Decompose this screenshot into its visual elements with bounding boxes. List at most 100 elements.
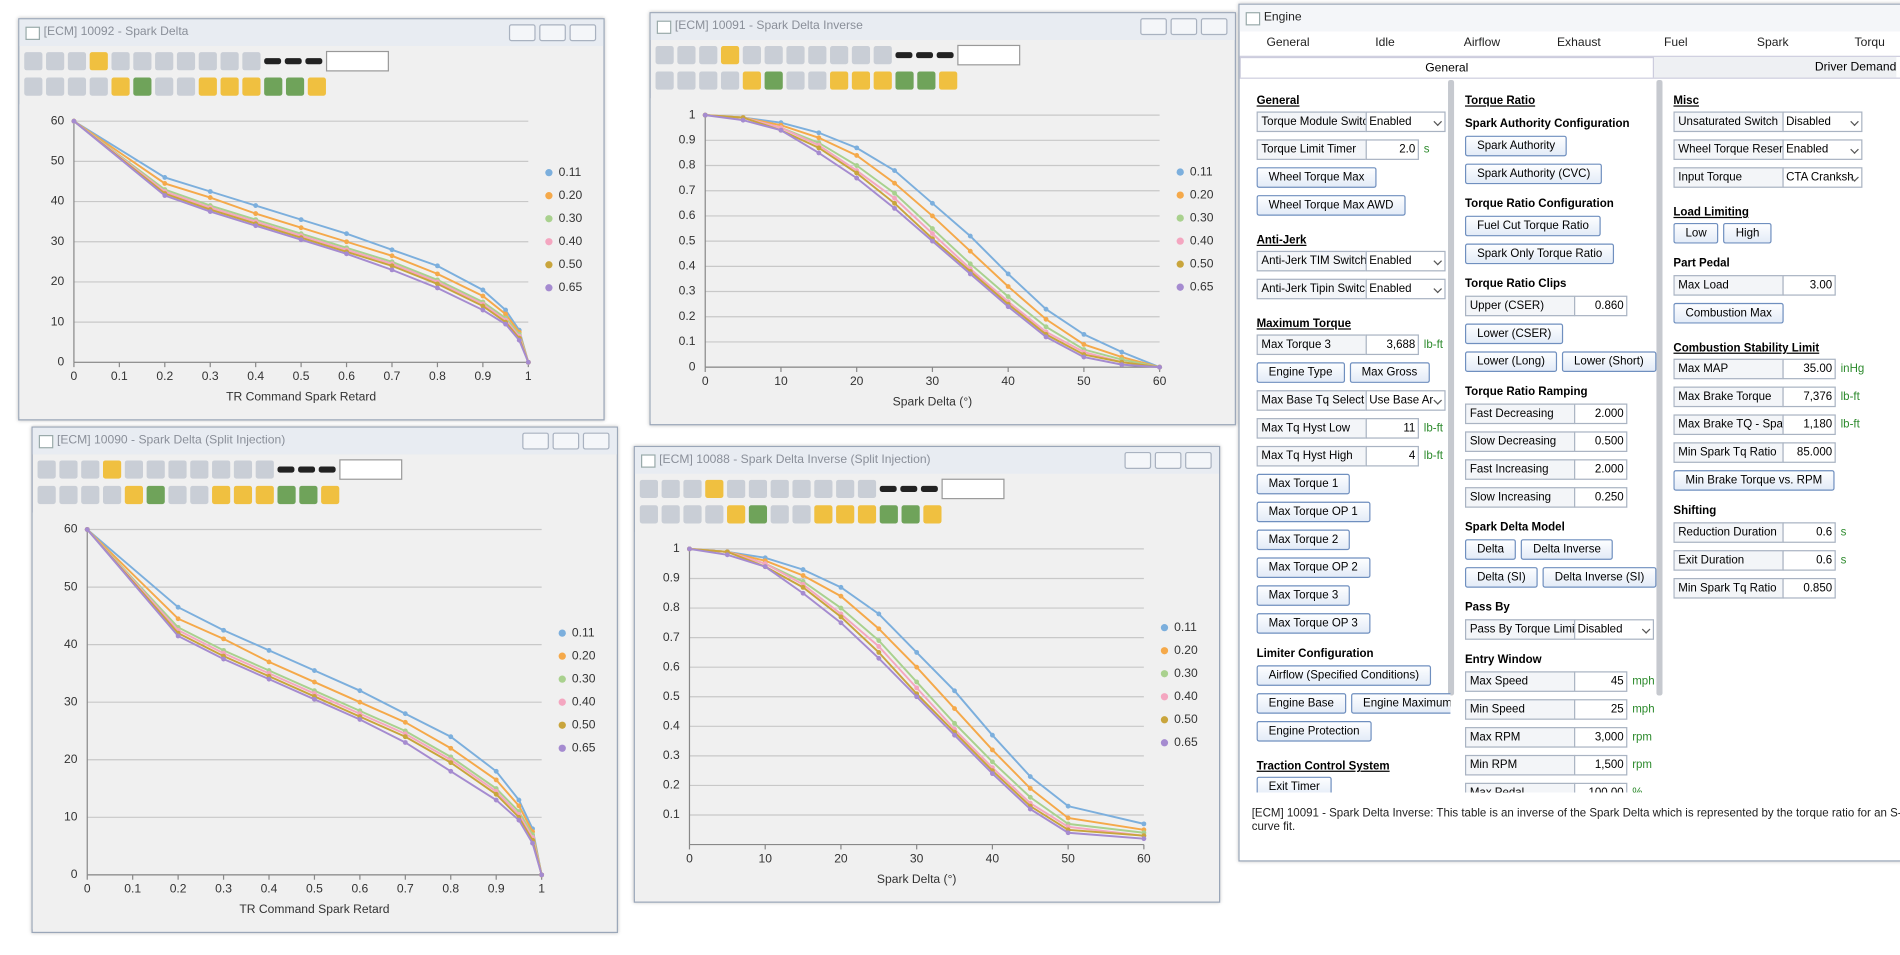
window-button[interactable] <box>1124 451 1152 469</box>
window-button[interactable] <box>569 24 597 42</box>
button[interactable]: Max Torque 3 <box>1256 585 1351 606</box>
window-button[interactable] <box>508 24 536 42</box>
value-field[interactable]: 0.6 <box>1782 522 1836 543</box>
value-field[interactable]: 2.0 <box>1365 139 1419 160</box>
data-point <box>298 237 304 243</box>
button[interactable]: Spark Only Torque Ratio <box>1464 243 1615 265</box>
value-field[interactable]: 2.000 <box>1574 459 1628 480</box>
button[interactable]: Engine Protection <box>1256 720 1372 742</box>
button[interactable]: Lower (Short) <box>1561 351 1656 373</box>
window-button[interactable] <box>539 24 566 42</box>
window-button[interactable] <box>552 432 580 450</box>
window-button[interactable] <box>1185 451 1212 469</box>
data-point <box>402 711 408 717</box>
dropdown[interactable]: Use Base Ar <box>1365 390 1446 411</box>
button[interactable]: Low <box>1673 222 1719 244</box>
x-tick-label: 0.9 <box>474 369 491 383</box>
tool-icon <box>111 77 130 96</box>
series-line <box>689 547 1144 834</box>
x-tick-label: 0.8 <box>429 369 446 383</box>
button[interactable]: Airflow (Specified Conditions) <box>1256 665 1432 686</box>
description: [ECM] 10091 - Spark Delta Inverse: This … <box>1251 807 1900 834</box>
dropdown[interactable]: CTA Cranksh <box>1782 167 1863 188</box>
legend-label: 0.65 <box>559 280 583 294</box>
value-field[interactable]: 45 <box>1574 671 1628 692</box>
button[interactable]: High <box>1723 222 1772 244</box>
button[interactable]: Max Gross <box>1349 362 1430 383</box>
dropdown[interactable]: Enabled <box>1365 111 1446 133</box>
button[interactable]: Engine Type <box>1256 362 1345 383</box>
button[interactable]: Max Torque 1 <box>1256 473 1351 495</box>
button[interactable]: Max Torque OP 1 <box>1256 501 1370 523</box>
y-tick-label: 0.3 <box>663 748 680 762</box>
window-title: Engine <box>1263 10 1302 25</box>
value-field[interactable]: 0.850 <box>1782 577 1836 599</box>
button[interactable]: Delta (SI) <box>1464 567 1538 588</box>
button[interactable]: Max Torque OP 2 <box>1256 557 1370 578</box>
button[interactable]: Engine Base <box>1256 693 1347 714</box>
button[interactable]: Delta Inverse <box>1520 539 1614 560</box>
button[interactable]: Delta Inverse (SI) <box>1542 567 1657 588</box>
button[interactable]: Wheel Torque Max <box>1256 167 1377 188</box>
button[interactable]: Spark Authority <box>1464 135 1568 157</box>
window-button[interactable] <box>1140 18 1167 36</box>
value-field[interactable]: 11 <box>1365 418 1419 439</box>
value-field[interactable]: 0.860 <box>1574 295 1628 317</box>
button[interactable]: Delta <box>1464 539 1517 560</box>
legend-label: 0.20 <box>572 648 596 662</box>
legend-label: 0.65 <box>1190 279 1214 293</box>
y-tick-label: 1 <box>689 107 696 121</box>
value-field[interactable]: 0.500 <box>1574 431 1628 452</box>
dropdown[interactable]: Enabled <box>1365 250 1446 272</box>
data-point <box>221 627 226 633</box>
window-button[interactable] <box>1170 18 1198 36</box>
button[interactable]: Lower (Long) <box>1464 351 1558 373</box>
setting-label: Min Spark Tq Ratio <box>1673 442 1784 463</box>
window-button[interactable] <box>1200 18 1228 36</box>
section-subheading: Entry Window <box>1464 653 1542 667</box>
value-field[interactable]: 25 <box>1574 699 1628 720</box>
value-field[interactable]: 100.00 <box>1574 782 1628 793</box>
value-field[interactable]: 1,500 <box>1574 754 1628 776</box>
window-button[interactable] <box>582 432 610 450</box>
value-field[interactable]: 85.000 <box>1782 442 1836 463</box>
dropdown[interactable]: Enabled <box>1365 278 1446 300</box>
tool-icon <box>699 71 718 90</box>
button[interactable]: Exit Timer <box>1256 776 1332 793</box>
value-field[interactable]: 7,376 <box>1782 386 1836 408</box>
button[interactable]: Lower (CSER) <box>1464 323 1564 345</box>
button[interactable]: Max Torque 2 <box>1256 529 1351 551</box>
legend-swatch <box>1176 168 1184 176</box>
x-tick-label: 0.5 <box>293 369 310 383</box>
tool-icon <box>89 52 108 71</box>
data-point <box>930 200 935 206</box>
legend-label: 0.40 <box>1174 689 1198 703</box>
button[interactable]: Min Brake Torque vs. RPM <box>1673 470 1835 491</box>
window-button[interactable] <box>522 432 549 450</box>
value-field[interactable]: 0.250 <box>1574 487 1628 508</box>
button[interactable]: Fuel Cut Torque Ratio <box>1464 215 1601 237</box>
tool-icon <box>190 460 209 479</box>
value-field[interactable]: 4 <box>1365 445 1419 467</box>
section-heading: Load Limiting <box>1673 205 1749 220</box>
value-field[interactable]: 0.6 <box>1782 550 1836 571</box>
value-field[interactable]: 3.00 <box>1782 275 1836 296</box>
value-field[interactable]: 3,000 <box>1574 727 1628 748</box>
value-field[interactable]: 3,688 <box>1365 334 1419 356</box>
button[interactable]: Wheel Torque Max AWD <box>1256 195 1406 216</box>
data-point <box>448 768 454 774</box>
toolbar-row <box>24 50 389 72</box>
dropdown[interactable]: Disabled <box>1574 619 1655 640</box>
button[interactable]: Combustion Max <box>1673 302 1785 324</box>
window-button[interactable] <box>1154 451 1182 469</box>
data-point <box>892 180 897 186</box>
dropdown[interactable]: Disabled <box>1782 111 1863 133</box>
tab: Torqu <box>1854 36 1885 50</box>
value-field[interactable]: 35.00 <box>1782 358 1836 380</box>
button[interactable]: Spark Authority (CVC) <box>1464 163 1603 185</box>
button[interactable]: Engine Maximum <box>1350 693 1451 714</box>
dropdown[interactable]: Enabled <box>1782 139 1863 160</box>
value-field[interactable]: 2.000 <box>1574 403 1628 425</box>
button[interactable]: Max Torque OP 3 <box>1256 613 1370 634</box>
value-field[interactable]: 1,180 <box>1782 414 1836 436</box>
